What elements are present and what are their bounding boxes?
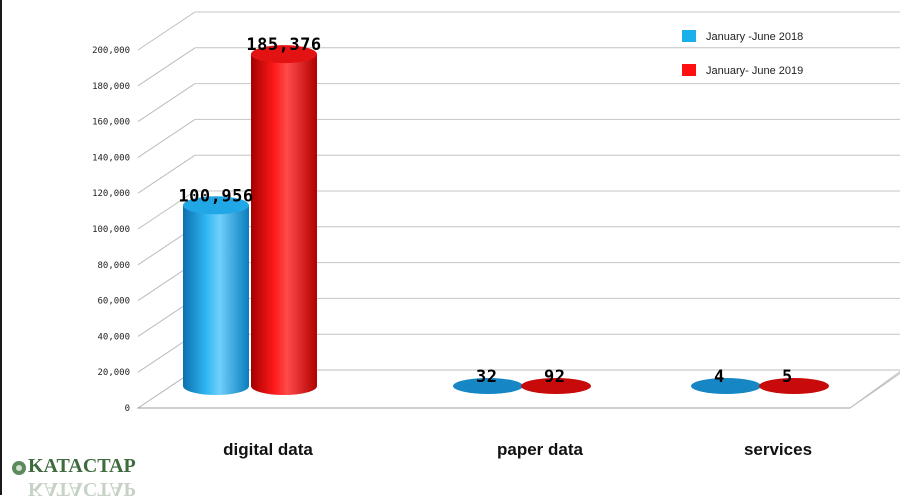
data-label: 92 bbox=[544, 367, 565, 387]
bar-2019 bbox=[251, 45, 317, 395]
bar-2018 bbox=[183, 196, 249, 395]
floor-right-edge bbox=[849, 371, 900, 409]
y-tick-label: 160,000 bbox=[92, 118, 130, 128]
side-gridline bbox=[137, 83, 196, 123]
katastar-logo: KATACTAP KATACTAP bbox=[10, 455, 150, 500]
bar-2019 bbox=[521, 378, 591, 394]
x-category-label: services bbox=[744, 440, 812, 459]
side-gridline bbox=[137, 154, 196, 194]
bar-top bbox=[251, 45, 317, 64]
side-gridline bbox=[137, 118, 196, 158]
side-gridline bbox=[137, 47, 196, 87]
y-tick-label: 200,000 bbox=[92, 46, 130, 56]
y-tick-label: 180,000 bbox=[92, 82, 130, 92]
y-tick-label: 120,000 bbox=[92, 189, 130, 199]
y-tick-label: 80,000 bbox=[97, 261, 130, 271]
y-tick-label: 20,000 bbox=[97, 368, 130, 378]
y-tick-label: 60,000 bbox=[97, 297, 130, 307]
bar-2018 bbox=[453, 378, 523, 394]
legend-swatch bbox=[682, 30, 696, 42]
bar-body bbox=[251, 54, 317, 395]
bar-disc bbox=[691, 378, 761, 394]
data-label: 32 bbox=[476, 367, 497, 387]
y-tick-label: 100,000 bbox=[92, 225, 130, 235]
bar-body bbox=[183, 205, 249, 395]
legend-swatch bbox=[682, 64, 696, 76]
side-gridline bbox=[137, 11, 196, 51]
x-category-label: digital data bbox=[223, 440, 313, 459]
bar-top bbox=[183, 196, 249, 215]
logo-reflection: KATACTAP bbox=[28, 478, 136, 500]
legend-label: January -June 2018 bbox=[706, 31, 803, 43]
bar-2018 bbox=[691, 378, 761, 394]
bar-disc bbox=[521, 378, 591, 394]
side-gridline bbox=[137, 190, 196, 230]
data-label: 100,956 bbox=[178, 186, 253, 206]
data-label: 4 bbox=[714, 367, 725, 387]
bar-disc bbox=[453, 378, 523, 394]
bar-disc bbox=[759, 378, 829, 394]
bar-2019 bbox=[759, 378, 829, 394]
legend-label: January- June 2019 bbox=[706, 65, 803, 77]
x-category-label: paper data bbox=[497, 440, 584, 459]
data-label: 5 bbox=[782, 367, 793, 387]
logo-text: KATACTAP bbox=[28, 455, 136, 477]
y-tick-label: 40,000 bbox=[97, 332, 130, 342]
data-label: 185,376 bbox=[246, 35, 321, 55]
emblem-icon bbox=[12, 461, 26, 475]
y-tick-label: 140,000 bbox=[92, 153, 130, 163]
y-tick-label: 0 bbox=[125, 404, 130, 414]
